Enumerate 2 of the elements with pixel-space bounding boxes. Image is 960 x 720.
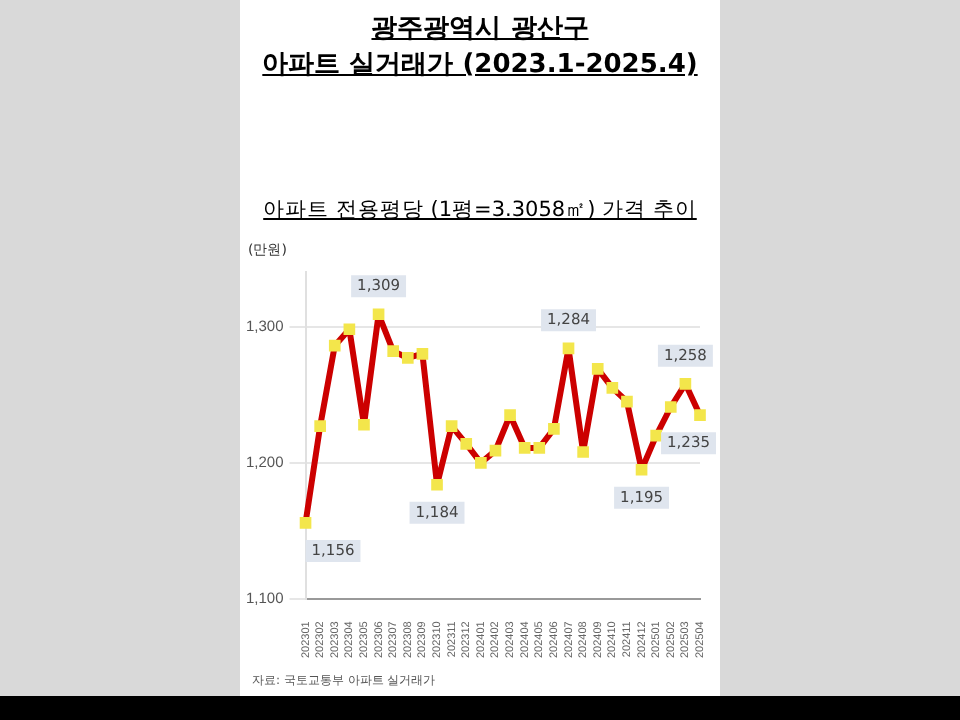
chart-subtitle: 아파트 전용평당 (1평=3.3058㎡) 가격 추이 xyxy=(261,196,699,224)
chart-title: 광주광역시 광산구 아파트 실거래가 (2023.1-2025.4) xyxy=(260,12,700,84)
